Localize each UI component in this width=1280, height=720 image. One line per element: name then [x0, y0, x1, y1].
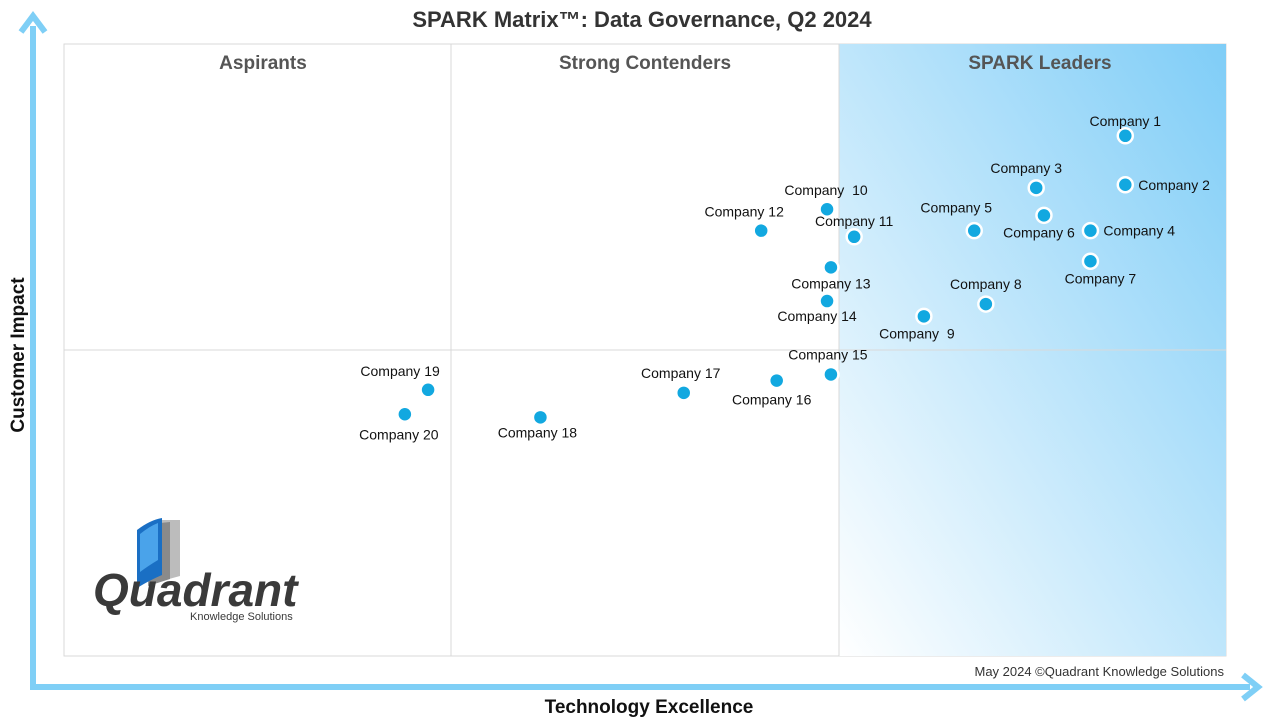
point-marker	[822, 258, 840, 277]
point-label: Company 11	[815, 213, 894, 229]
data-point: Company 11	[815, 213, 894, 246]
data-point: Company 3	[990, 160, 1062, 197]
quadrant-label-aspirants: Aspirants	[219, 53, 307, 74]
point-marker	[531, 408, 550, 427]
x-axis-arrow	[30, 672, 1263, 702]
point-marker	[915, 307, 933, 326]
y-axis-arrow	[18, 11, 48, 690]
point-label: Company 3	[990, 160, 1062, 176]
point-label: Company 4	[1103, 223, 1175, 239]
point-label: Company 18	[498, 424, 578, 440]
data-point: Company 18	[498, 408, 578, 440]
point-marker	[752, 221, 770, 240]
x-axis-label: Technology Excellence	[545, 697, 754, 718]
point-label: Company 9	[879, 325, 955, 341]
point-label: Company 20	[359, 426, 439, 442]
point-label: Company 13	[791, 275, 871, 291]
point-label: Company 8	[950, 276, 1022, 292]
point-marker	[1081, 252, 1100, 271]
data-point: Company 7	[1065, 252, 1137, 286]
data-point: Company 6	[1003, 206, 1075, 240]
point-label: Company 5	[920, 200, 992, 216]
data-point: Company 4	[1081, 221, 1175, 240]
book-logo-icon	[137, 518, 180, 588]
point-label: Company 1	[1089, 113, 1161, 129]
point-marker	[977, 295, 995, 313]
logo-name: Quadrant	[93, 564, 299, 616]
logo-tagline: Knowledge Solutions	[190, 611, 293, 623]
data-point: Company 14	[777, 292, 857, 324]
point-label: Company 16	[732, 392, 812, 408]
point-marker	[965, 221, 983, 240]
point-label: Company 15	[788, 346, 868, 362]
point-marker	[1081, 221, 1100, 240]
data-point: Company 16	[732, 371, 812, 408]
point-marker	[419, 381, 437, 399]
data-point: Company 13	[791, 258, 871, 291]
point-label: Company 6	[1003, 224, 1075, 240]
point-marker	[845, 228, 863, 246]
point-label: Company 2	[1138, 177, 1210, 193]
data-points: Company 1 Company 2 Company 3 Company 4 Comp…	[359, 113, 1210, 442]
quadrant-label-strong-contenders: Strong Contenders	[559, 53, 731, 74]
data-point: Company 8	[950, 276, 1022, 313]
chart-title: SPARK Matrix™: Data Governance, Q2 2024	[412, 7, 872, 32]
quadrant-logo: Quadrant Knowledge Solutions	[93, 518, 299, 623]
data-point: Company 19	[360, 363, 440, 399]
data-point: Company 17	[641, 365, 721, 402]
point-marker	[818, 292, 836, 310]
point-label: Company 12	[705, 204, 785, 220]
point-marker	[1027, 179, 1045, 197]
point-marker	[396, 405, 414, 424]
point-marker	[1116, 127, 1135, 145]
point-label: Company 7	[1065, 270, 1137, 286]
point-marker	[767, 371, 786, 390]
quadrant-label-spark-leaders: SPARK Leaders	[968, 53, 1111, 74]
data-point: Company 9	[879, 307, 955, 341]
point-label: Company 10	[784, 182, 867, 198]
data-point: Company 2	[1116, 176, 1210, 194]
data-point: Company 12	[705, 204, 785, 240]
point-label: Company 14	[777, 308, 857, 324]
copyright-note: May 2024 ©Quadrant Knowledge Solutions	[974, 664, 1224, 679]
y-axis-label: Customer Impact	[8, 277, 29, 433]
point-marker	[1035, 206, 1053, 225]
data-point: Company 20	[359, 405, 439, 442]
point-label: Company 19	[360, 363, 440, 379]
data-point: Company 15	[788, 346, 868, 384]
point-label: Company 17	[641, 365, 721, 381]
point-marker	[1116, 176, 1135, 194]
data-point: Company 10	[784, 182, 868, 218]
point-marker	[822, 365, 840, 384]
data-point: Company 5	[920, 200, 992, 240]
point-marker	[674, 384, 693, 402]
data-point: Company 1	[1089, 113, 1161, 145]
point-marker	[818, 200, 836, 218]
